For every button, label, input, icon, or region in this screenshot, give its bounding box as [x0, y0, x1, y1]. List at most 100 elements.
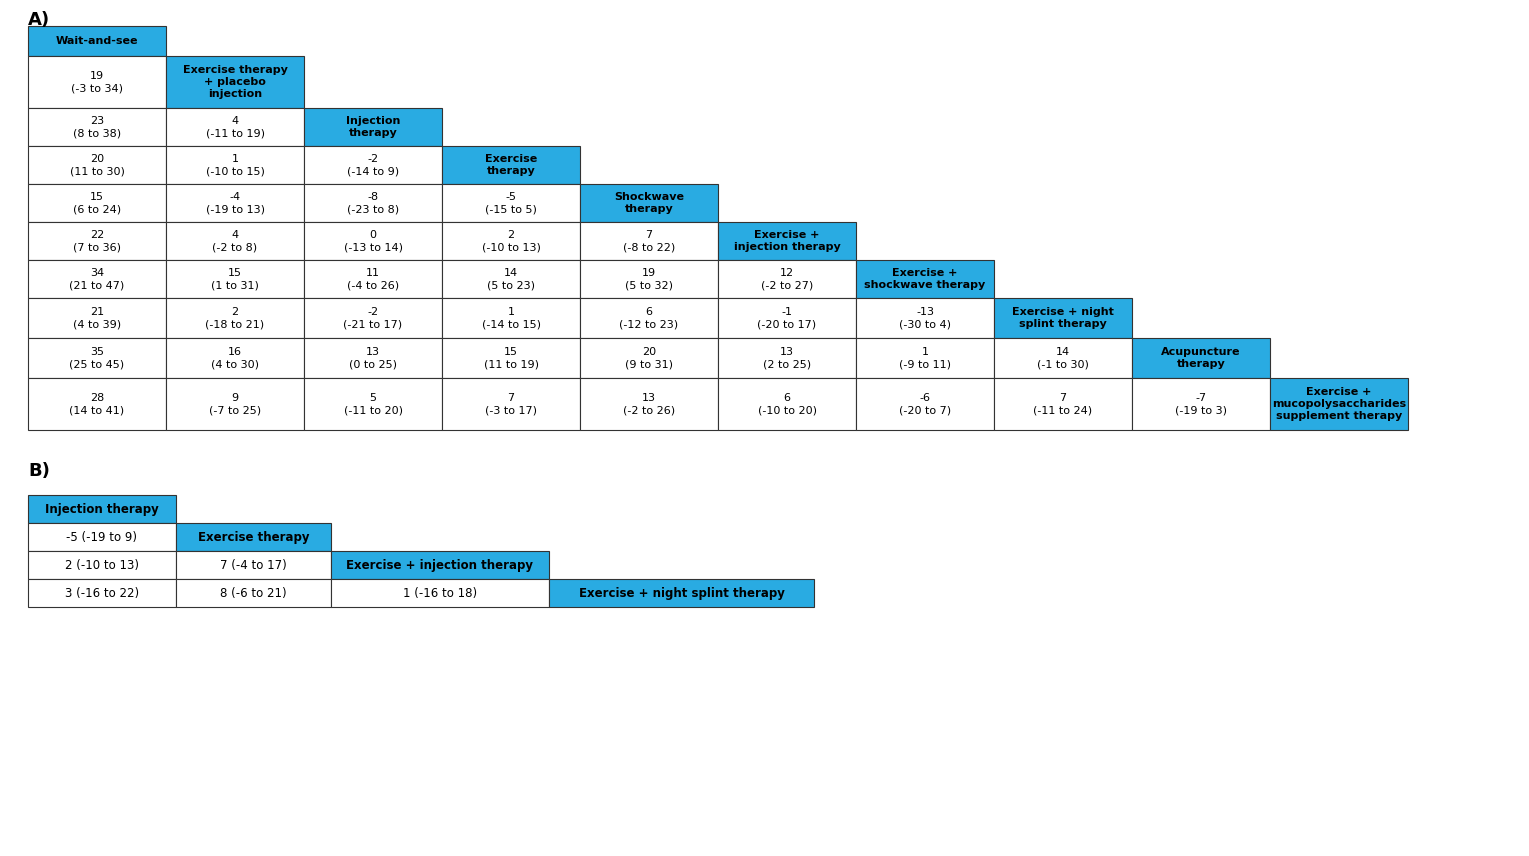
Bar [994, 298, 1131, 338]
Text: 13
(0 to 25): 13 (0 to 25) [349, 347, 398, 369]
Text: 34
(21 to 47): 34 (21 to 47) [69, 268, 125, 290]
Text: -5 (-19 to 9): -5 (-19 to 9) [66, 531, 138, 544]
Bar [28, 495, 176, 523]
Text: 14
(-1 to 30): 14 (-1 to 30) [1037, 347, 1089, 369]
Text: 1
(-14 to 15): 1 (-14 to 15) [482, 306, 540, 330]
Bar [442, 338, 579, 378]
Bar [28, 184, 167, 222]
Bar [994, 378, 1131, 430]
Text: Exercise +
injection therapy: Exercise + injection therapy [734, 229, 841, 253]
Text: 20
(9 to 31): 20 (9 to 31) [625, 347, 673, 369]
Text: 16
(4 to 30): 16 (4 to 30) [211, 347, 258, 369]
Bar [167, 338, 304, 378]
Text: 19
(5 to 32): 19 (5 to 32) [625, 268, 673, 290]
Bar [167, 56, 304, 108]
Bar [167, 298, 304, 338]
Text: 20
(11 to 30): 20 (11 to 30) [69, 154, 124, 176]
Text: Exercise therapy
+ placebo
injection: Exercise therapy + placebo injection [182, 64, 287, 99]
Text: 6
(-10 to 20): 6 (-10 to 20) [757, 393, 816, 415]
Text: B): B) [28, 462, 50, 480]
Text: 4
(-11 to 19): 4 (-11 to 19) [205, 116, 265, 138]
Bar [579, 184, 719, 222]
Text: 35
(25 to 45): 35 (25 to 45) [69, 347, 124, 369]
Bar [442, 260, 579, 298]
Text: 19
(-3 to 34): 19 (-3 to 34) [70, 71, 122, 93]
Bar [28, 108, 167, 146]
Bar [28, 26, 167, 56]
Bar [28, 298, 167, 338]
Bar [856, 338, 994, 378]
Bar [304, 184, 442, 222]
Text: Exercise therapy: Exercise therapy [197, 531, 309, 544]
Bar [579, 338, 719, 378]
Bar [167, 260, 304, 298]
Bar [719, 338, 856, 378]
Text: 2 (-10 to 13): 2 (-10 to 13) [66, 558, 139, 572]
Bar [28, 523, 176, 551]
Bar [28, 260, 167, 298]
Text: 7
(-8 to 22): 7 (-8 to 22) [622, 229, 676, 253]
Text: Exercise
therapy: Exercise therapy [485, 154, 537, 176]
Bar [176, 523, 330, 551]
Bar [167, 146, 304, 184]
Text: Exercise +
shockwave therapy: Exercise + shockwave therapy [864, 268, 986, 290]
Text: 1
(-10 to 15): 1 (-10 to 15) [205, 154, 265, 176]
Text: -4
(-19 to 13): -4 (-19 to 13) [205, 192, 265, 214]
Bar [549, 579, 813, 607]
Bar [442, 378, 579, 430]
Bar [28, 579, 176, 607]
Bar [28, 222, 167, 260]
Text: 7
(-11 to 24): 7 (-11 to 24) [1034, 393, 1093, 415]
Text: 1
(-9 to 11): 1 (-9 to 11) [899, 347, 951, 369]
Bar [167, 184, 304, 222]
Bar [719, 378, 856, 430]
Bar [167, 108, 304, 146]
Bar [719, 298, 856, 338]
Bar [579, 378, 719, 430]
Text: 15
(11 to 19): 15 (11 to 19) [483, 347, 538, 369]
Text: -13
(-30 to 4): -13 (-30 to 4) [899, 306, 951, 330]
Text: 28
(14 to 41): 28 (14 to 41) [69, 393, 124, 415]
Bar [442, 222, 579, 260]
Bar [176, 579, 330, 607]
Text: 21
(4 to 39): 21 (4 to 39) [73, 306, 121, 330]
Text: -5
(-15 to 5): -5 (-15 to 5) [485, 192, 537, 214]
Bar [1131, 338, 1271, 378]
Text: 6
(-12 to 23): 6 (-12 to 23) [619, 306, 679, 330]
Bar [442, 184, 579, 222]
Bar [1271, 378, 1408, 430]
Bar [304, 222, 442, 260]
Text: 8 (-6 to 21): 8 (-6 to 21) [220, 586, 287, 599]
Text: Shockwave
therapy: Shockwave therapy [615, 192, 683, 214]
Text: 13
(2 to 25): 13 (2 to 25) [763, 347, 810, 369]
Text: A): A) [28, 11, 50, 29]
Text: 11
(-4 to 26): 11 (-4 to 26) [347, 268, 399, 290]
Text: 23
(8 to 38): 23 (8 to 38) [73, 116, 121, 138]
Text: -2
(-21 to 17): -2 (-21 to 17) [344, 306, 402, 330]
Text: Exercise + night
splint therapy: Exercise + night splint therapy [1012, 306, 1115, 330]
Bar [28, 378, 167, 430]
Bar [330, 551, 549, 579]
Bar [304, 108, 442, 146]
Bar [994, 338, 1131, 378]
Bar [719, 222, 856, 260]
Bar [856, 378, 994, 430]
Text: -1
(-20 to 17): -1 (-20 to 17) [757, 306, 816, 330]
Text: Injection
therapy: Injection therapy [346, 116, 401, 138]
Text: Acupuncture
therapy: Acupuncture therapy [1161, 347, 1240, 369]
Bar [304, 146, 442, 184]
Text: -7
(-19 to 3): -7 (-19 to 3) [1174, 393, 1226, 415]
Bar [442, 146, 579, 184]
Text: 1 (-16 to 18): 1 (-16 to 18) [404, 586, 477, 599]
Text: 14
(5 to 23): 14 (5 to 23) [488, 268, 535, 290]
Text: Exercise + injection therapy: Exercise + injection therapy [347, 558, 534, 572]
Bar [719, 260, 856, 298]
Text: Exercise +
mucopolysaccharides
supplement therapy: Exercise + mucopolysaccharides supplemen… [1272, 387, 1407, 421]
Text: 0
(-13 to 14): 0 (-13 to 14) [344, 229, 402, 253]
Text: -8
(-23 to 8): -8 (-23 to 8) [347, 192, 399, 214]
Bar [28, 56, 167, 108]
Bar [304, 338, 442, 378]
Text: 5
(-11 to 20): 5 (-11 to 20) [344, 393, 402, 415]
Bar [176, 551, 330, 579]
Text: Wait-and-see: Wait-and-see [55, 36, 138, 46]
